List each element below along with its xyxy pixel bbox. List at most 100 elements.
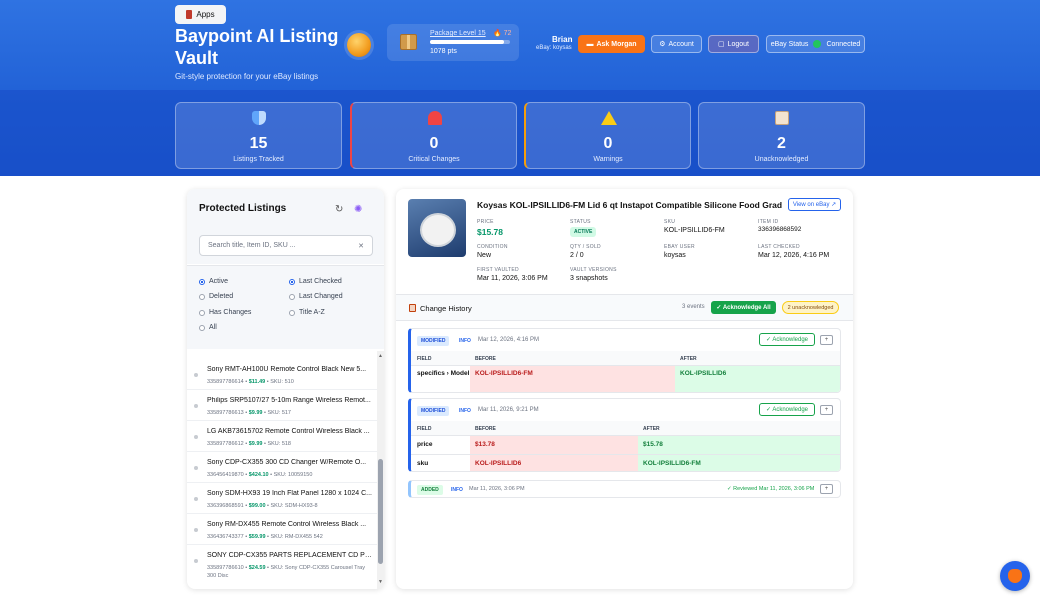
package-level-card[interactable]: Package Level 15 🔥 72 1078 pts: [387, 24, 519, 61]
chat-icon: ▬: [586, 40, 594, 48]
acknowledge-button[interactable]: ✓ Acknowledge: [759, 403, 815, 416]
siren-icon: [428, 111, 442, 125]
event-count: 3 events: [682, 304, 705, 310]
condition-label: CONDITION: [477, 244, 508, 250]
item-price: $9.99: [248, 441, 263, 447]
item-meta: 336396868591 • $99.00 • SKU: SDM-HX93-8: [207, 503, 318, 509]
listings-panel-title: Protected Listings: [199, 203, 287, 214]
listings-scrollbar[interactable]: ▲ ▼: [377, 351, 384, 589]
item-title: LG AKB73615702 Remote Control Wireless B…: [207, 428, 370, 435]
level-progress-bar: [430, 40, 510, 44]
radio-icon: [289, 293, 295, 300]
list-item[interactable]: Sony RM-DX455 Remote Control Wireless Bl…: [187, 514, 377, 545]
change-time: Mar 11, 2026, 3:06 PM: [469, 486, 525, 492]
list-item[interactable]: LG AKB73615702 Remote Control Wireless B…: [187, 421, 377, 452]
qty-label: QTY / SOLD: [570, 244, 601, 250]
settings-gear-icon[interactable]: ✺: [354, 204, 363, 215]
change-level-badge: INFO: [459, 408, 471, 414]
gear-icon: ⚙: [659, 41, 666, 48]
change-event-header: MODIFIED INFO Mar 12, 2026, 4:16 PM ✓ Ac…: [411, 329, 840, 351]
scrollbar-thumb[interactable]: [378, 459, 383, 564]
refresh-icon[interactable]: ↻: [335, 204, 344, 215]
acknowledge-all-button[interactable]: ✓ Acknowledge All: [711, 301, 776, 314]
list-item[interactable]: Philips SRP5107/27 5-10m Range Wireless …: [187, 390, 377, 421]
logout-button[interactable]: ▢ Logout: [708, 35, 759, 53]
change-level-badge: INFO: [451, 487, 463, 493]
item-meta: 336436743377 • $59.99 • SKU: RM-DX455 54…: [207, 534, 323, 540]
ebay-user-value: koysas: [664, 252, 686, 259]
user-ebay-account: eBay: koysas: [536, 45, 572, 51]
scroll-down-icon[interactable]: ▼: [378, 579, 383, 585]
vault-versions-label: VAULT VERSIONS: [570, 267, 617, 273]
expand-button[interactable]: +: [820, 405, 833, 415]
cell-field: specifics › Model: [417, 370, 470, 377]
scroll-up-icon[interactable]: ▲: [378, 353, 383, 359]
search-input[interactable]: Search title, Item ID, SKU ... ✕: [199, 235, 373, 256]
warning-icon: [601, 111, 617, 125]
stat-label: Unacknowledged: [754, 156, 809, 163]
apps-icon: [186, 10, 193, 19]
change-table: FIELD BEFORE AFTER price $13.78 $15.78 s…: [411, 421, 840, 471]
clear-search-icon[interactable]: ✕: [358, 242, 364, 250]
account-label: Account: [668, 40, 694, 48]
filter-all[interactable]: All: [199, 324, 217, 331]
unacknowledged-badge: 2 unacknowledged: [782, 301, 839, 314]
change-type-badge: MODIFIED: [417, 336, 450, 346]
ask-morgan-button[interactable]: ▬ Ask Morgan: [578, 35, 645, 53]
ebay-status[interactable]: eBay Status Connected: [766, 35, 865, 53]
sort-title-az[interactable]: Title A-Z: [289, 309, 325, 316]
sort-last-checked[interactable]: Last Checked: [289, 278, 342, 285]
price-value: $15.78: [477, 227, 503, 237]
apps-button[interactable]: Apps: [175, 5, 226, 24]
item-meta: 336456419870 • $424.10 • SKU: 10059150: [207, 472, 313, 478]
radio-label: Last Checked: [299, 278, 342, 285]
level-orb-icon[interactable]: [347, 33, 371, 57]
item-meta: 335897786612 • $9.99 • SKU: 518: [207, 441, 291, 447]
listing-detail-panel: Koysas KOL-IPSILLID6-FM Lid 6 qt Instapo…: [396, 189, 853, 589]
change-event: MODIFIED INFO Mar 12, 2026, 4:16 PM ✓ Ac…: [408, 328, 841, 393]
list-item[interactable]: Sony CDP-CX355 300 CD Changer W/Remote O…: [187, 452, 377, 483]
radio-label: Has Changes: [209, 309, 252, 316]
sort-last-changed[interactable]: Last Changed: [289, 293, 343, 300]
status-dot-icon: [194, 435, 198, 439]
item-title: Sony CDP-CX355 300 CD Changer W/Remote O…: [207, 459, 367, 466]
expand-button[interactable]: +: [820, 335, 833, 345]
stat-value: 2: [777, 135, 786, 152]
status-label: STATUS: [570, 219, 591, 225]
cell-before: KOL-IPSILLID6: [470, 455, 638, 471]
ebay-status-value: Connected: [826, 40, 861, 48]
list-item[interactable]: Sony SDM-HX93 19 Inch Flat Panel 1280 x …: [187, 483, 377, 514]
radio-label: All: [209, 324, 217, 331]
item-title: Philips SRP5107/27 5-10m Range Wireless …: [207, 397, 371, 404]
change-event: ADDED INFO Mar 11, 2026, 3:06 PM ✓ Revie…: [408, 480, 841, 498]
sku-label: SKU: [664, 219, 676, 225]
change-time: Mar 11, 2026, 9:21 PM: [478, 407, 539, 413]
list-item[interactable]: Sony RMT-AH100U Remote Control Black New…: [187, 359, 377, 390]
assistant-fox-icon[interactable]: [1000, 561, 1030, 591]
status-dot-icon: [194, 528, 198, 532]
status-dot-icon: [194, 497, 198, 501]
filter-has-changes[interactable]: Has Changes: [199, 309, 251, 316]
view-on-ebay-button[interactable]: View on eBay ↗: [788, 198, 841, 211]
table-row: price $13.78 $15.78: [411, 435, 840, 454]
acknowledge-button[interactable]: ✓ Acknowledge: [759, 333, 815, 346]
filter-active[interactable]: Active: [199, 278, 228, 285]
item-id: 335897786610: [207, 565, 244, 571]
change-table: FIELD BEFORE AFTER specifics › Model KOL…: [411, 351, 840, 392]
list-item[interactable]: SONY CDP-CX355 PARTS REPLACEMENT CD PLA.…: [187, 545, 377, 585]
radio-label: Active: [209, 278, 229, 285]
first-vaulted-label: FIRST VAULTED: [477, 267, 519, 273]
logout-label: Logout: [727, 40, 750, 48]
radio-icon: [199, 324, 205, 331]
status-dot-icon: [194, 373, 198, 377]
shield-icon: [252, 111, 266, 125]
item-sku: SKU: RM-DX455 542: [270, 534, 323, 540]
filter-deleted[interactable]: Deleted: [199, 293, 233, 300]
cell-after: $15.78: [638, 436, 840, 454]
expand-button[interactable]: +: [820, 484, 833, 494]
account-button[interactable]: ⚙ Account: [651, 35, 702, 53]
cell-after: KOL-IPSILLID6: [675, 366, 840, 392]
item-price: $99.00: [248, 503, 266, 509]
ebay-status-label: eBay Status: [770, 40, 809, 48]
change-history-title: Change History: [420, 304, 472, 313]
